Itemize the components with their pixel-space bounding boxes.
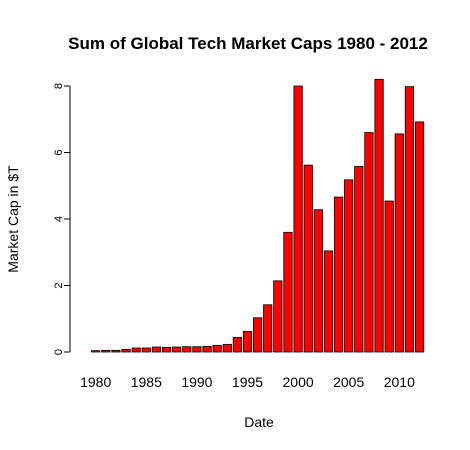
bar-1996 bbox=[253, 317, 263, 353]
bar-2003 bbox=[323, 250, 334, 353]
bar-1987 bbox=[161, 346, 172, 353]
bar-1992 bbox=[212, 344, 222, 353]
y-tick-label: 2 bbox=[53, 282, 65, 288]
x-axis-label: Date bbox=[244, 414, 274, 430]
bar-1993 bbox=[222, 343, 232, 353]
bar-1995 bbox=[242, 330, 253, 353]
bar-2008 bbox=[374, 78, 384, 353]
bar-1984 bbox=[131, 347, 141, 353]
bar-1997 bbox=[263, 304, 273, 353]
x-tick-label: 1990 bbox=[181, 374, 212, 390]
y-tick-label: 8 bbox=[53, 83, 65, 89]
bar-2002 bbox=[313, 209, 323, 353]
bar-1982 bbox=[111, 349, 121, 353]
y-axis: 0 2 4 6 8 bbox=[53, 83, 71, 355]
bar-1983 bbox=[121, 348, 131, 353]
bar-2007 bbox=[364, 132, 374, 353]
bar-1989 bbox=[182, 346, 192, 353]
x-tick-label: 2010 bbox=[384, 374, 415, 390]
bar-1985 bbox=[141, 347, 151, 353]
bars bbox=[91, 78, 425, 353]
bar-2001 bbox=[303, 164, 313, 353]
bar-2006 bbox=[354, 166, 364, 353]
bar-2005 bbox=[344, 179, 354, 353]
x-tick-label: 2005 bbox=[333, 374, 364, 390]
bar-1980 bbox=[91, 350, 101, 353]
y-tick-label: 0 bbox=[53, 349, 65, 355]
bar-2004 bbox=[333, 196, 344, 353]
x-tick-label: 2000 bbox=[283, 374, 314, 390]
bar-1986 bbox=[151, 346, 162, 353]
bar-2000 bbox=[293, 85, 303, 353]
bar-1981 bbox=[101, 349, 111, 353]
bar-1994 bbox=[232, 336, 242, 353]
bar-2012 bbox=[414, 121, 425, 353]
bar-2009 bbox=[384, 200, 394, 353]
bar-1988 bbox=[172, 346, 182, 353]
bar-1991 bbox=[202, 345, 212, 353]
chart-title: Sum of Global Tech Market Caps 1980 - 20… bbox=[68, 34, 428, 53]
x-tick-label: 1980 bbox=[80, 374, 111, 390]
y-tick-label: 4 bbox=[53, 216, 65, 222]
bar-1999 bbox=[283, 231, 293, 353]
y-tick-label: 6 bbox=[53, 149, 65, 155]
bar-1998 bbox=[273, 280, 283, 353]
bar-2010 bbox=[394, 133, 404, 353]
x-tick-label: 1995 bbox=[232, 374, 263, 390]
bar-1990 bbox=[192, 346, 202, 353]
x-axis: 1980 1985 1990 1995 2000 2005 2010 bbox=[80, 374, 415, 390]
bar-2011 bbox=[404, 86, 415, 353]
x-tick-label: 1985 bbox=[131, 374, 162, 390]
y-axis-label: Market Cap in $T bbox=[5, 165, 21, 273]
